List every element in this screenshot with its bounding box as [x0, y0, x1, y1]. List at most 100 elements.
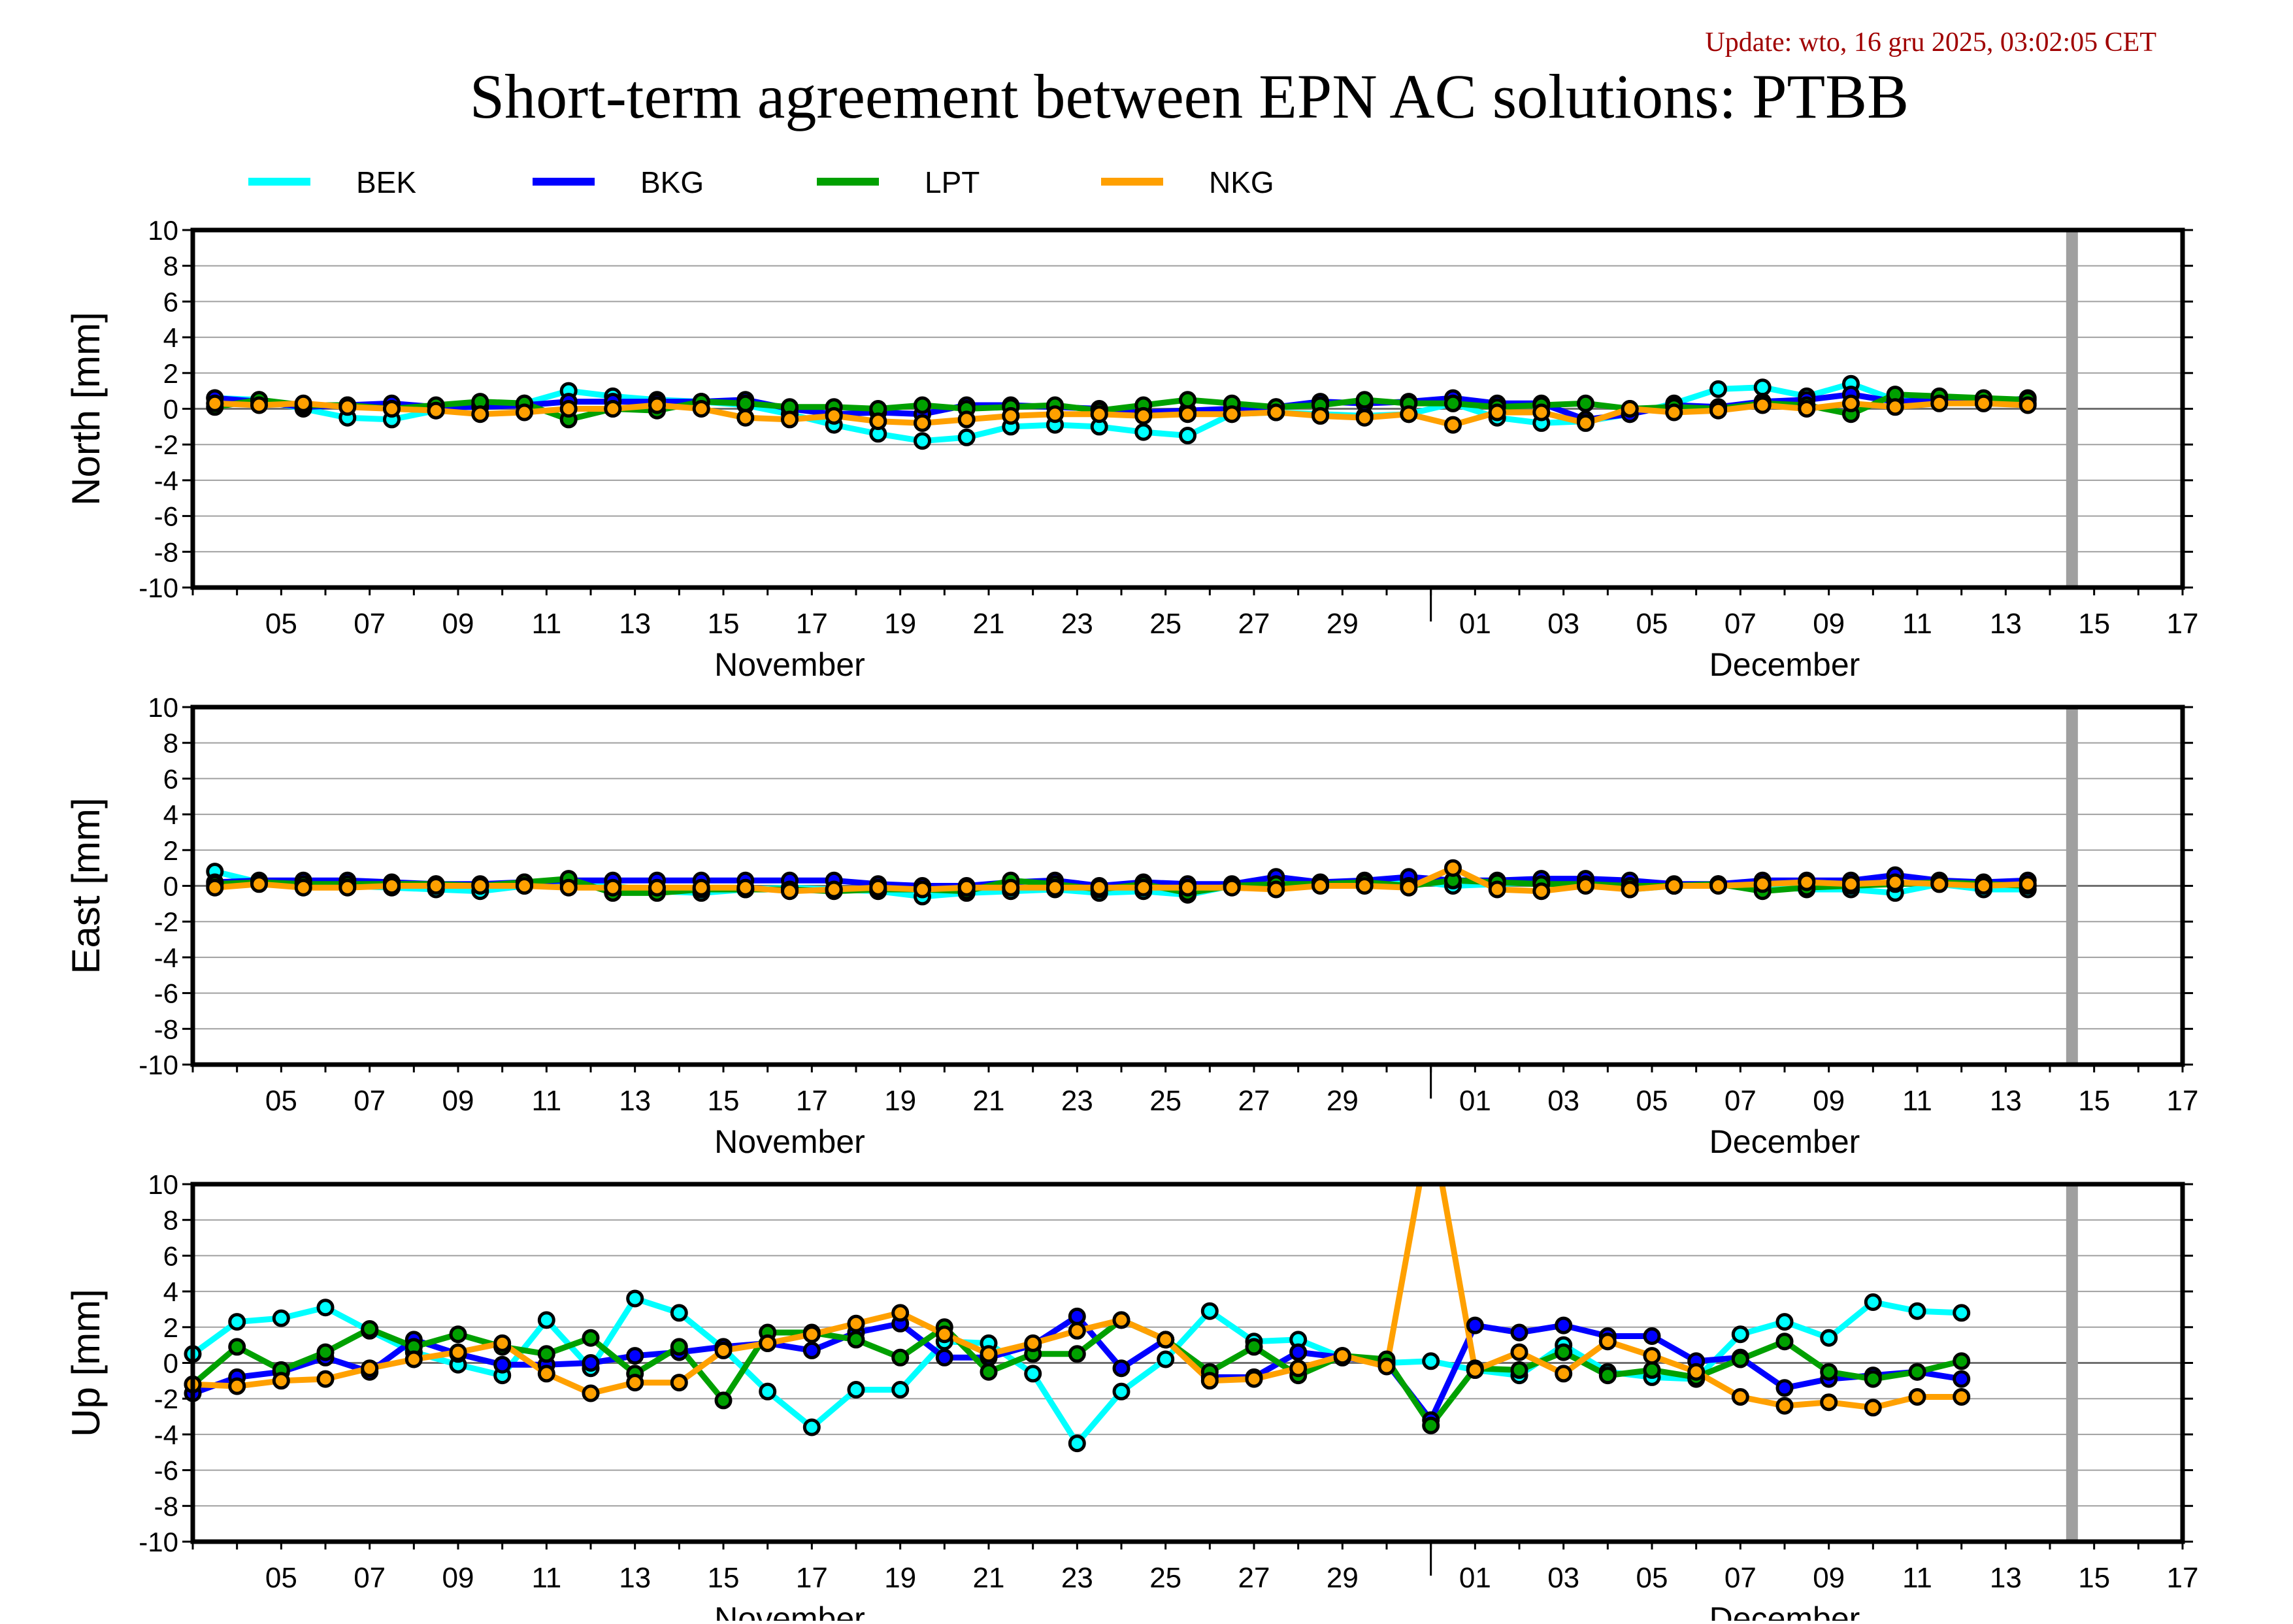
x-tick-label: 01: [1459, 1562, 1491, 1594]
point-nkg: [1621, 400, 1639, 418]
point-lpt: [1775, 1333, 1794, 1351]
legend-label-bek: BEK: [356, 165, 416, 199]
point-nkg: [1377, 1357, 1396, 1376]
point-bkg: [802, 1341, 821, 1359]
x-tick-label: 09: [442, 608, 474, 640]
point-nkg: [914, 880, 931, 899]
point-nkg: [1134, 878, 1153, 897]
x-tick-label: 19: [884, 1085, 916, 1117]
point-nkg: [1753, 396, 1772, 414]
y-tick-label: -4: [154, 465, 178, 496]
y-tick-label: 6: [163, 286, 178, 317]
point-nkg: [1621, 880, 1639, 899]
x-tick-label: 13: [619, 1562, 651, 1594]
point-lpt: [582, 1329, 600, 1347]
x-tick-label: 07: [354, 1562, 386, 1594]
month-label-november: November: [714, 1600, 865, 1621]
point-bkg: [626, 1347, 644, 1365]
point-nkg: [692, 878, 710, 897]
panel-north-mm: -10 -8 -6 -4 -2 0 2 4 6 8 10 05 07 09 11 13 15 17 19 21 23 25…: [64, 215, 2198, 683]
x-tick-label: 11: [1902, 1085, 1932, 1117]
point-bkg: [1775, 1379, 1794, 1397]
x-tick-label: 29: [1327, 1085, 1359, 1117]
point-lpt: [449, 1325, 467, 1344]
x-tick-label: 21: [973, 1562, 1005, 1594]
x-tick-label: 13: [1990, 608, 2022, 640]
y-tick-label: 4: [163, 799, 178, 830]
x-tick-label: 09: [1813, 1085, 1845, 1117]
point-nkg: [626, 1374, 644, 1392]
point-bek: [537, 1311, 555, 1329]
x-tick-label: 15: [2078, 1562, 2110, 1594]
point-nkg: [338, 398, 357, 416]
point-bek: [1200, 1302, 1219, 1320]
x-tick-label: 21: [973, 608, 1005, 640]
point-nkg: [1400, 405, 1418, 423]
x-tick-label: 13: [1990, 1562, 2022, 1594]
point-bek: [1753, 378, 1772, 397]
month-label-november: November: [714, 646, 865, 683]
today-marker: [2066, 1184, 2078, 1542]
point-nkg: [1953, 1388, 1971, 1406]
point-bek: [1709, 380, 1727, 398]
point-nkg: [891, 1304, 910, 1322]
point-nkg: [1024, 1334, 1042, 1352]
y-tick-label: -8: [154, 1491, 178, 1521]
panel-up-mm: -10 -8 -6 -4 -2 0 2 4 6 8 10 05 07 09 11 13 15 17 19 21 23 25…: [64, 1169, 2198, 1624]
point-nkg: [1134, 406, 1153, 425]
x-tick-label: 07: [1724, 1085, 1757, 1117]
point-nkg: [1753, 875, 1772, 893]
x-tick-label: 11: [531, 1562, 561, 1594]
x-tick-label: 15: [2078, 608, 2110, 640]
y-tick-label: -2: [154, 1384, 178, 1414]
legend-label-bkg: BKG: [640, 165, 704, 199]
point-nkg: [781, 882, 799, 901]
x-tick-label: 13: [619, 608, 651, 640]
point-lpt: [1953, 1352, 1971, 1370]
point-nkg: [1068, 1321, 1086, 1340]
x-tick-label: 11: [531, 1085, 561, 1117]
point-nkg: [582, 1384, 600, 1402]
point-lpt: [714, 1391, 733, 1410]
point-lpt: [1068, 1345, 1086, 1363]
y-tick-label: 8: [163, 251, 178, 282]
y-axis-label: East [mm]: [64, 797, 108, 974]
point-nkg: [736, 408, 755, 427]
x-tick-label: 23: [1061, 1562, 1093, 1594]
point-nkg: [1665, 877, 1683, 895]
point-lpt: [1864, 1370, 1882, 1388]
point-nkg: [1687, 1363, 1706, 1381]
x-tick-label: 07: [1724, 1562, 1757, 1594]
point-bkg: [1510, 1323, 1528, 1342]
y-tick-label: 10: [148, 215, 178, 246]
point-nkg: [250, 875, 268, 893]
point-nkg: [1665, 403, 1683, 422]
point-nkg: [1643, 1347, 1661, 1365]
y-tick-label: 10: [148, 692, 178, 723]
point-lpt: [1577, 394, 1594, 412]
point-nkg: [1842, 875, 1860, 893]
y-tick-label: 10: [148, 1169, 178, 1200]
point-nkg: [228, 1377, 246, 1395]
point-bek: [1179, 427, 1196, 444]
x-tick-label: 23: [1061, 608, 1093, 640]
point-nkg: [604, 878, 622, 897]
x-tick-label: 15: [2078, 1085, 2110, 1117]
today-marker: [2066, 230, 2078, 588]
point-nkg: [914, 414, 931, 432]
point-nkg: [559, 878, 578, 897]
point-nkg: [1179, 878, 1196, 897]
point-nkg: [1930, 875, 1949, 893]
x-tick-label: 11: [1902, 1562, 1932, 1594]
x-tick-label: 15: [708, 1562, 740, 1594]
point-nkg: [957, 878, 976, 897]
point-nkg: [516, 403, 533, 422]
y-tick-label: -8: [154, 1014, 178, 1044]
point-nkg: [1798, 400, 1816, 418]
point-nkg: [294, 878, 312, 897]
point-nkg: [759, 1334, 777, 1352]
x-tick-label: 25: [1149, 1085, 1181, 1117]
point-nkg: [1355, 877, 1374, 895]
point-nkg: [1532, 882, 1551, 901]
point-nkg: [1975, 394, 1992, 412]
